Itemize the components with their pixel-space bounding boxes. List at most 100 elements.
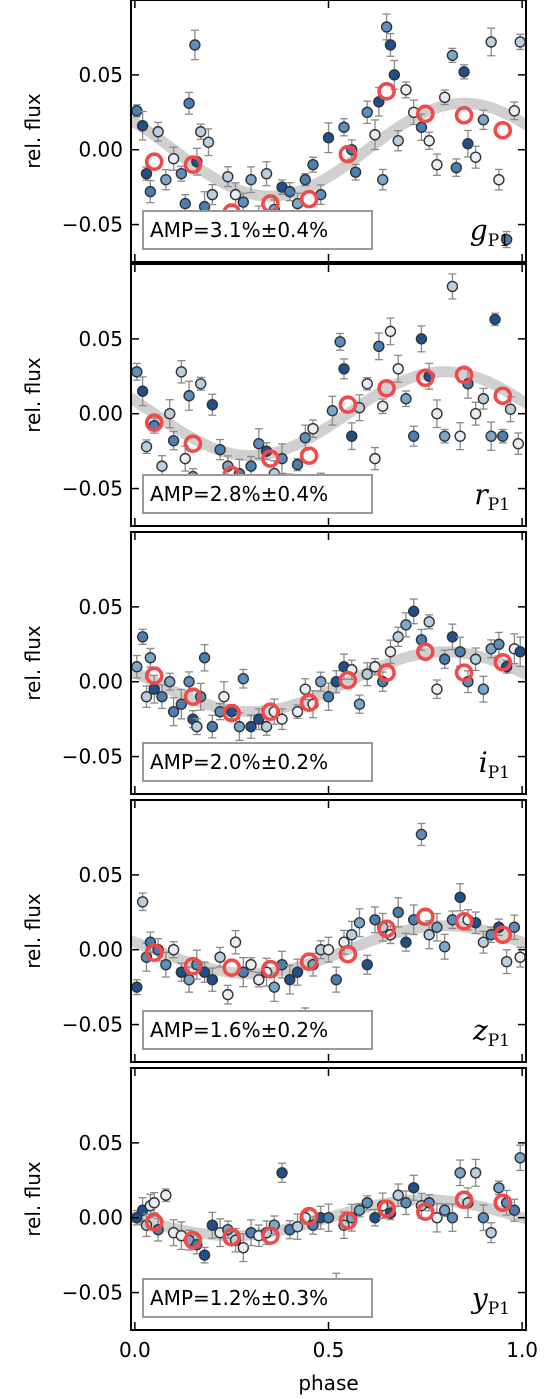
- data-point-marker: [167, 152, 180, 165]
- data-point: [454, 883, 466, 912]
- data-point: [167, 146, 180, 171]
- data-point-marker: [361, 958, 373, 971]
- data-point: [160, 951, 172, 978]
- data-point: [136, 892, 149, 912]
- binned-point: [261, 959, 280, 979]
- data-point-marker: [268, 981, 280, 993]
- data-point-marker: [400, 619, 412, 631]
- data-point: [373, 332, 385, 361]
- band-label: yP1: [470, 1282, 510, 1319]
- model-curve: [131, 366, 526, 462]
- data-point-marker: [291, 458, 304, 471]
- data-point: [400, 932, 412, 952]
- data-point: [400, 1190, 412, 1216]
- data-point-marker: [322, 1212, 335, 1224]
- data-point-marker: [284, 185, 296, 198]
- data-point-marker: [136, 385, 149, 397]
- data-point-marker: [315, 676, 327, 688]
- data-point: [392, 1183, 404, 1208]
- data-point: [222, 166, 234, 188]
- data-point-marker: [373, 340, 385, 353]
- binned-point: [338, 395, 358, 415]
- amplitude-box: [142, 1010, 373, 1050]
- x-tick-label: 1.0: [506, 1338, 538, 1362]
- plot-area: [131, 1144, 526, 1304]
- data-point-marker: [415, 828, 428, 841]
- data-point: [431, 679, 443, 700]
- data-point: [195, 376, 207, 391]
- data-point: [175, 360, 188, 384]
- binned-point: [144, 666, 164, 686]
- data-point: [423, 920, 435, 950]
- band-subscript: P1: [488, 1031, 510, 1051]
- data-point-marker: [489, 313, 501, 326]
- data-point: [477, 109, 490, 131]
- data-point: [260, 161, 273, 187]
- data-point: [514, 636, 526, 668]
- data-point: [202, 128, 215, 157]
- data-point: [148, 674, 160, 704]
- data-point-marker: [361, 1197, 373, 1209]
- data-point-marker: [392, 1189, 404, 1201]
- data-point: [392, 130, 404, 152]
- data-point-marker: [291, 1220, 304, 1233]
- data-point: [493, 1180, 505, 1196]
- data-point: [446, 273, 459, 300]
- data-point-marker: [260, 167, 273, 180]
- data-point: [131, 362, 143, 381]
- data-point: [315, 671, 327, 692]
- binned-point: [377, 663, 396, 683]
- data-point-marker: [458, 66, 470, 78]
- data-point: [222, 984, 234, 1005]
- plot-area: [131, 13, 526, 249]
- binned-point: [377, 378, 396, 398]
- data-point: [423, 614, 435, 630]
- data-point: [431, 1202, 443, 1233]
- data-point-marker: [175, 698, 188, 710]
- data-point-marker: [136, 631, 149, 643]
- data-point-marker: [462, 138, 474, 150]
- data-point: [245, 455, 257, 477]
- data-point-marker: [144, 652, 157, 664]
- data-point: [477, 930, 490, 954]
- data-point-marker: [140, 167, 153, 180]
- data-point-marker: [469, 653, 482, 665]
- data-point-marker: [291, 966, 304, 978]
- binned-point: [338, 944, 358, 964]
- data-point: [237, 956, 250, 988]
- data-point-marker: [237, 673, 250, 685]
- y-axis-title: rel. flux: [21, 893, 45, 969]
- data-point-marker: [260, 720, 273, 733]
- data-point-marker: [384, 39, 397, 51]
- x-tick-label: 0.5: [313, 1338, 345, 1362]
- data-point: [198, 643, 211, 672]
- data-point-marker: [299, 431, 311, 444]
- data-point-marker: [198, 652, 211, 664]
- amplitude-label: AMP=2.0%±0.2%: [150, 750, 328, 774]
- data-point-marker: [400, 84, 412, 96]
- data-point: [369, 1208, 381, 1227]
- data-point: [369, 446, 381, 471]
- data-point: [268, 972, 280, 1003]
- data-point: [245, 957, 257, 973]
- data-point: [175, 688, 188, 720]
- data-point-marker: [512, 437, 524, 450]
- data-point: [407, 425, 420, 447]
- binned-point: [338, 144, 358, 164]
- data-point: [400, 612, 412, 638]
- data-point-marker: [175, 167, 188, 180]
- y-tick-label: 0.00: [78, 670, 123, 694]
- data-point: [156, 455, 168, 478]
- data-point-marker: [361, 106, 373, 118]
- data-point: [338, 118, 350, 137]
- data-point: [276, 1162, 288, 1183]
- y-tick-label: 0.00: [78, 938, 123, 962]
- data-point-marker: [191, 720, 203, 733]
- data-point-marker: [493, 173, 505, 186]
- data-point-marker: [140, 690, 153, 703]
- data-point-marker: [152, 126, 164, 138]
- data-point: [489, 312, 501, 327]
- x-axis-title: phase: [298, 1371, 358, 1395]
- binned-point: [377, 82, 396, 101]
- data-point: [369, 119, 381, 151]
